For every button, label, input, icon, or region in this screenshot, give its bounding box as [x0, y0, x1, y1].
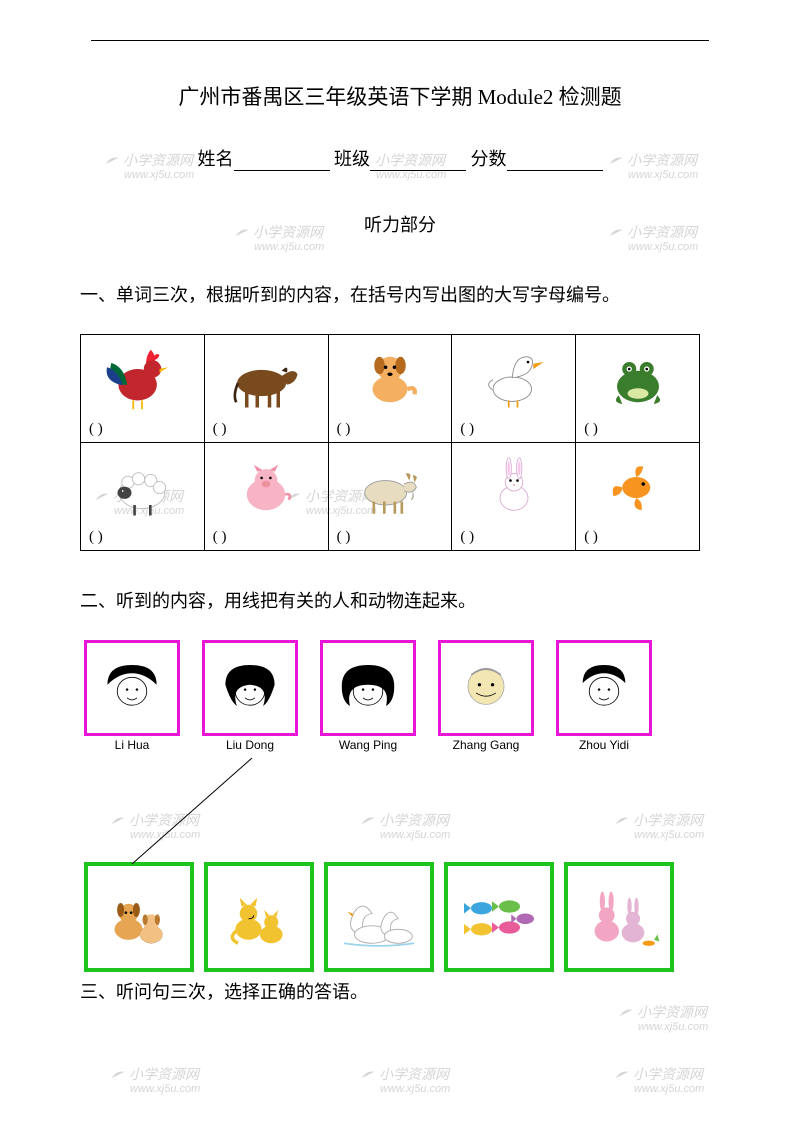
grid-cell-goldfish: ( ) — [576, 442, 700, 550]
dog-icon — [335, 339, 446, 413]
score-blank[interactable] — [507, 153, 603, 171]
student-info-line: 姓名 班级 分数 — [80, 145, 720, 171]
grid-cell-frog: ( ) — [576, 334, 700, 442]
worksheet-page: 广州市番禺区三年级英语下学期 Module2 检测题 姓名 班级 分数 听力部分… — [80, 0, 720, 1006]
goat-icon — [335, 447, 446, 521]
duck-icon — [458, 339, 569, 413]
grid-cell-goat: ( ) — [328, 442, 452, 550]
grid-cell-duck: ( ) — [452, 334, 576, 442]
answer-blank[interactable]: ( ) — [460, 421, 567, 438]
person-label: Wang Ping — [320, 738, 416, 752]
person-li-hua[interactable]: Li Hua — [84, 640, 180, 752]
grid-cell-rabbit: ( ) — [452, 442, 576, 550]
rooster-icon — [87, 339, 198, 413]
answer-blank[interactable]: ( ) — [584, 421, 691, 438]
grid-cell-dog: ( ) — [328, 334, 452, 442]
grid-cell-horse: ( ) — [204, 334, 328, 442]
watermark: 小学资源网www.xj5u.com — [618, 1002, 708, 1033]
score-label: 分数 — [471, 149, 507, 169]
person-label: Liu Dong — [202, 738, 298, 752]
watermark: 小学资源网www.xj5u.com — [614, 1064, 704, 1095]
person-label: Zhou Yidi — [556, 738, 652, 752]
goldfish-icon — [582, 447, 693, 521]
question-1-text: 一、单词三次，根据听到的内容，在括号内写出图的大写字母编号。 — [80, 281, 720, 310]
people-row: Li Hua Liu Dong Wang Ping Zhang Gang Zhou Yi… — [84, 640, 720, 752]
answer-blank[interactable]: ( ) — [337, 421, 444, 438]
animal-dogs[interactable] — [84, 862, 194, 972]
animal-cats[interactable] — [204, 862, 314, 972]
grid-cell-rooster: ( ) — [81, 334, 205, 442]
animal-grid: ( ) ( ) ( ) ( ) ( ) ( ) ( ) ( ) ( ) ( ) — [80, 334, 700, 551]
rabbit-icon — [458, 447, 569, 521]
class-label: 班级 — [334, 149, 370, 169]
person-liu-dong[interactable]: Liu Dong — [202, 640, 298, 752]
person-box — [556, 640, 652, 736]
name-blank[interactable] — [234, 153, 330, 171]
person-box — [84, 640, 180, 736]
horse-icon — [211, 339, 322, 413]
person-label: Li Hua — [84, 738, 180, 752]
class-blank[interactable] — [370, 153, 466, 171]
watermark: 小学资源网www.xj5u.com — [110, 1064, 200, 1095]
grid-cell-sheep: ( ) — [81, 442, 205, 550]
person-box — [320, 640, 416, 736]
answer-blank[interactable]: ( ) — [89, 529, 196, 546]
answer-blank[interactable]: ( ) — [213, 529, 320, 546]
question-3-text: 三、听问句三次，选择正确的答语。 — [80, 978, 720, 1007]
answer-blank[interactable]: ( ) — [337, 529, 444, 546]
matching-area: Li Hua Liu Dong Wang Ping Zhang Gang Zhou Yi… — [80, 640, 720, 972]
sheep-icon — [87, 447, 198, 521]
frog-icon — [582, 339, 693, 413]
section-heading: 听力部分 — [80, 211, 720, 237]
answer-blank[interactable]: ( ) — [213, 421, 320, 438]
pig-icon — [211, 447, 322, 521]
answer-blank[interactable]: ( ) — [460, 529, 567, 546]
page-title: 广州市番禺区三年级英语下学期 Module2 检测题 — [80, 81, 720, 111]
match-line — [132, 758, 252, 864]
animal-fish[interactable] — [444, 862, 554, 972]
answer-blank[interactable]: ( ) — [89, 421, 196, 438]
answer-blank[interactable]: ( ) — [584, 529, 691, 546]
grid-cell-pig: ( ) — [204, 442, 328, 550]
person-zhang-gang[interactable]: Zhang Gang — [438, 640, 534, 752]
animal-swans[interactable] — [324, 862, 434, 972]
question-2-text: 二、听到的内容，用线把有关的人和动物连起来。 — [80, 587, 720, 616]
person-wang-ping[interactable]: Wang Ping — [320, 640, 416, 752]
animal-rabbits[interactable] — [564, 862, 674, 972]
person-label: Zhang Gang — [438, 738, 534, 752]
watermark: 小学资源网www.xj5u.com — [360, 1064, 450, 1095]
person-zhou-yidi[interactable]: Zhou Yidi — [556, 640, 652, 752]
person-box — [202, 640, 298, 736]
top-rule — [91, 40, 709, 41]
name-label: 姓名 — [198, 149, 234, 169]
person-box — [438, 640, 534, 736]
animals-row — [84, 862, 720, 972]
